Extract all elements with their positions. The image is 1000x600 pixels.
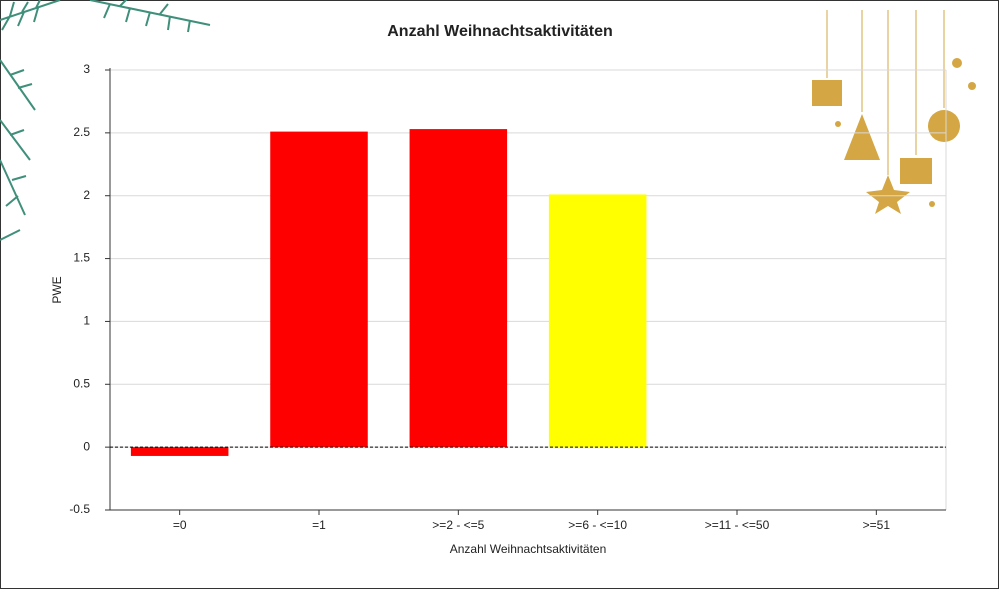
x-tick-label: =0 (173, 518, 187, 532)
y-tick-label: 1.5 (73, 251, 90, 265)
x-tick-label: >=51 (863, 518, 891, 532)
bar (130, 447, 229, 456)
x-tick-label: =1 (312, 518, 326, 532)
chart-title: Anzahl Weihnachtsaktivitäten (387, 23, 613, 40)
x-tick-label: >=11 - <=50 (705, 518, 770, 532)
y-tick-label: 0 (83, 439, 90, 453)
pine-decoration (0, 0, 211, 241)
y-tick-label: 2 (83, 188, 90, 202)
y-tick-label: 0.5 (73, 376, 90, 390)
bar (270, 131, 368, 448)
y-tick-label: -0.5 (69, 502, 90, 516)
x-axis-label: Anzahl Weihnachtsaktivitäten (450, 542, 607, 556)
bar (409, 129, 508, 448)
y-axis-label: PWE (50, 276, 64, 303)
ornament-decoration (812, 10, 976, 214)
y-tick-label: 1 (83, 314, 90, 328)
y-tick-label: 3 (83, 62, 90, 76)
x-tick-label: >=6 - <=10 (568, 518, 627, 532)
x-tick-label: >=2 - <=5 (432, 518, 484, 532)
y-tick-label: 2.5 (73, 125, 90, 139)
bar (548, 194, 647, 448)
